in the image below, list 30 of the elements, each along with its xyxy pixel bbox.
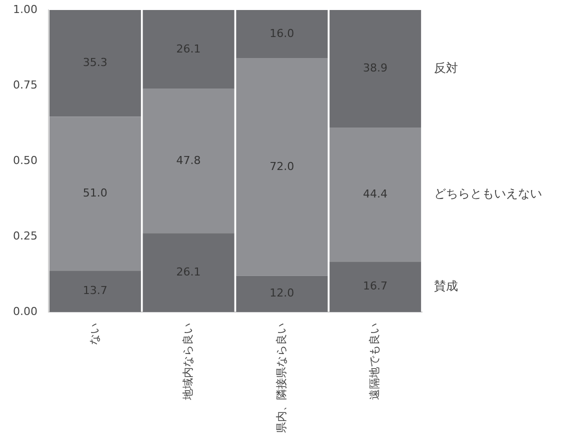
y-tick-label: 0.00 <box>12 304 38 318</box>
y-tick-label: 1.00 <box>12 2 38 16</box>
annotation: 26.1 <box>176 42 201 56</box>
bar <box>330 262 422 312</box>
annotation: 51.0 <box>82 186 108 200</box>
series-label: 反対 <box>434 60 458 75</box>
bar <box>330 127 422 262</box>
y-tick-label: 0.50 <box>12 154 38 167</box>
bar <box>49 10 141 117</box>
x-tick-label: ない <box>88 323 102 345</box>
annotation: 38.9 <box>363 62 388 75</box>
annotation: 13.7 <box>82 284 108 298</box>
annotation: 72.0 <box>270 160 294 173</box>
bar <box>49 270 141 312</box>
annotation: 47.8 <box>176 154 201 167</box>
y-tick-label: 0.75 <box>12 78 38 92</box>
annotation: 16.0 <box>270 27 294 40</box>
y-tick-label: 0.25 <box>12 229 38 242</box>
x-tick-label: 地域内なら良い <box>181 323 194 401</box>
bar <box>49 116 141 271</box>
series-label: どちらともいえない <box>434 186 542 201</box>
series-label: 賛成 <box>434 278 458 293</box>
x-tick-label: 遠隔地でも良い <box>368 323 382 400</box>
annotation: 16.7 <box>363 280 388 293</box>
x-tick-label: 県内、隣接県なら良い <box>274 323 288 433</box>
annotation: 35.3 <box>82 56 108 70</box>
annotation: 44.4 <box>363 187 388 200</box>
annotation: 26.1 <box>176 265 201 278</box>
bar <box>330 10 422 128</box>
annotation: 12.0 <box>270 286 294 300</box>
